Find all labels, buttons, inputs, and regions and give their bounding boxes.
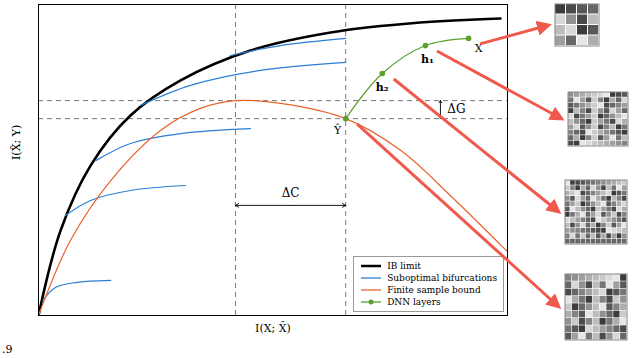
- html-text:.9: .9: [2, 343, 13, 356]
- svg-text:I(X̂; Y): I(X̂; Y): [10, 125, 23, 160]
- svg-text:h₂: h₂: [376, 81, 389, 94]
- html-text:IB limit: IB limit: [387, 261, 421, 271]
- svg-text:Ŷ: Ŷ: [333, 123, 342, 137]
- svg-text:X: X: [475, 42, 483, 55]
- html-text:DNN layers: DNN layers: [387, 297, 441, 307]
- html-text:Suboptimal bifurcations: Suboptimal bifurcations: [387, 273, 497, 283]
- svg-text:ΔG: ΔG: [447, 102, 465, 116]
- svg-text:I(X; X̂): I(X; X̂): [255, 321, 291, 334]
- html-text:Finite sample bound: Finite sample bound: [387, 285, 481, 295]
- svg-text:ΔC: ΔC: [282, 186, 300, 200]
- svg-text:h₁: h₁: [421, 53, 434, 66]
